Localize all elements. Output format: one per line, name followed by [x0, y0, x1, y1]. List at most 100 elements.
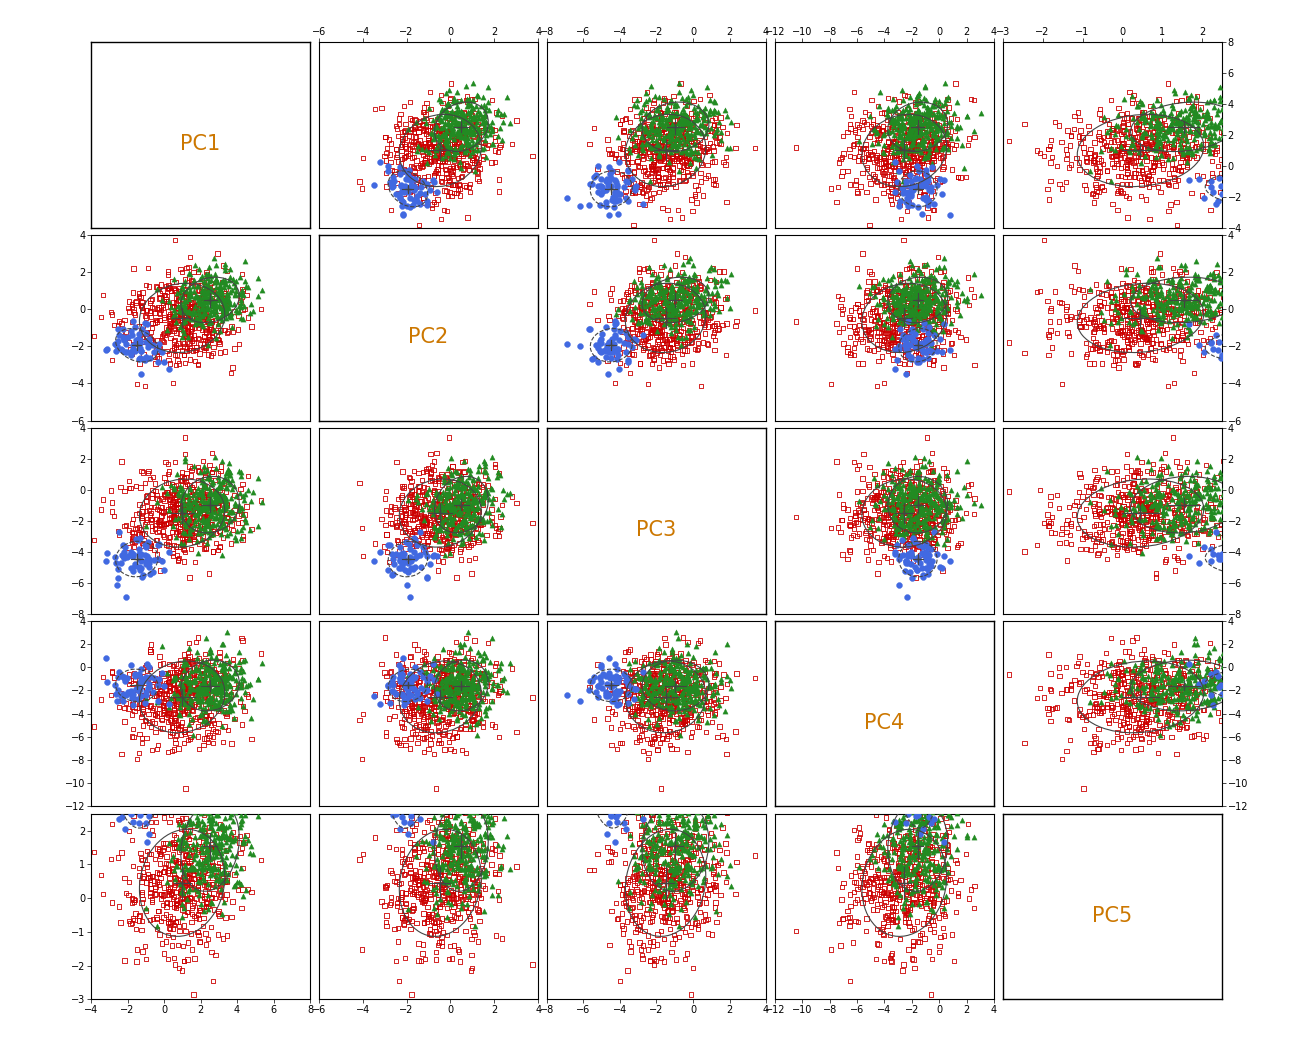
- Point: [425, 898, 446, 915]
- Point: [1097, 272, 1118, 289]
- Point: [918, 169, 939, 186]
- Point: [455, 630, 476, 647]
- Point: [398, 707, 419, 724]
- Point: [462, 120, 482, 137]
- Point: [183, 817, 204, 834]
- Point: [173, 301, 194, 318]
- Point: [659, 116, 680, 133]
- Point: [1100, 689, 1121, 706]
- Point: [884, 171, 905, 188]
- Point: [1117, 669, 1138, 686]
- Point: [1153, 692, 1174, 709]
- Point: [941, 848, 962, 865]
- Point: [647, 167, 668, 184]
- Point: [464, 685, 485, 702]
- Point: [212, 292, 233, 309]
- Point: [688, 98, 709, 115]
- Point: [1108, 484, 1128, 501]
- Point: [893, 157, 914, 174]
- Point: [211, 700, 231, 716]
- Point: [147, 524, 168, 541]
- Point: [441, 501, 462, 518]
- Point: [647, 122, 668, 139]
- Point: [624, 306, 645, 323]
- Point: [641, 665, 662, 682]
- Point: [649, 716, 670, 733]
- Point: [898, 464, 919, 481]
- Point: [666, 141, 686, 158]
- Point: [685, 814, 706, 831]
- Point: [1106, 681, 1127, 697]
- Point: [376, 728, 396, 745]
- Point: [884, 517, 905, 533]
- Point: [1239, 488, 1260, 505]
- Point: [914, 300, 935, 317]
- Point: [632, 816, 653, 833]
- Point: [642, 665, 663, 682]
- Point: [645, 720, 666, 736]
- Point: [897, 304, 918, 321]
- Point: [910, 305, 931, 322]
- Point: [885, 303, 906, 320]
- Point: [668, 286, 689, 303]
- Point: [1262, 504, 1283, 521]
- Point: [660, 944, 681, 960]
- Point: [164, 301, 185, 318]
- Point: [1186, 647, 1206, 664]
- Point: [1118, 120, 1139, 137]
- Point: [650, 104, 671, 121]
- Point: [124, 336, 144, 352]
- Point: [202, 683, 222, 700]
- Point: [1135, 696, 1156, 713]
- Point: [866, 318, 887, 335]
- Point: [896, 104, 916, 121]
- Point: [181, 462, 202, 479]
- Point: [667, 684, 688, 701]
- Point: [888, 472, 909, 489]
- Point: [863, 165, 884, 182]
- Point: [655, 136, 676, 153]
- Point: [459, 677, 480, 694]
- Point: [883, 333, 903, 350]
- Point: [629, 858, 650, 875]
- Point: [164, 835, 185, 852]
- Point: [1184, 727, 1205, 744]
- Point: [126, 940, 147, 957]
- Point: [623, 844, 644, 861]
- Point: [1208, 298, 1228, 315]
- Point: [1061, 518, 1082, 534]
- Point: [670, 112, 690, 128]
- Point: [436, 495, 456, 512]
- Point: [162, 891, 183, 908]
- Point: [1143, 129, 1164, 146]
- Point: [183, 483, 204, 500]
- Point: [1119, 719, 1140, 735]
- Point: [1153, 126, 1174, 143]
- Point: [207, 245, 228, 262]
- Point: [1153, 458, 1174, 474]
- Point: [165, 518, 186, 534]
- Point: [671, 161, 692, 178]
- Point: [673, 147, 694, 164]
- Point: [1183, 472, 1204, 489]
- Point: [632, 817, 653, 834]
- Point: [455, 155, 476, 171]
- Point: [901, 123, 922, 140]
- Point: [113, 550, 134, 567]
- Point: [1147, 501, 1167, 518]
- Point: [918, 291, 939, 308]
- Point: [173, 857, 194, 874]
- Point: [1166, 504, 1187, 521]
- Point: [914, 531, 935, 548]
- Point: [705, 644, 725, 661]
- Point: [1119, 685, 1140, 702]
- Point: [602, 162, 623, 179]
- Point: [1143, 464, 1164, 481]
- Point: [1157, 298, 1178, 315]
- Point: [214, 499, 235, 515]
- Point: [680, 105, 701, 122]
- Point: [1283, 177, 1300, 194]
- Point: [670, 870, 690, 887]
- Point: [446, 704, 467, 721]
- Point: [676, 908, 697, 925]
